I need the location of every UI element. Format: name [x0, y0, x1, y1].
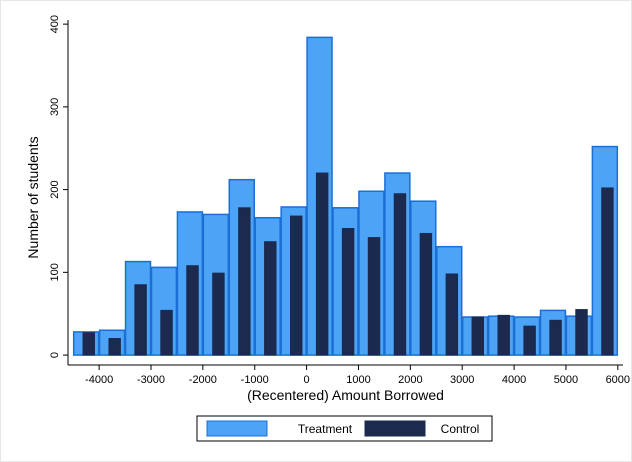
- x-tick-label: 3000: [450, 374, 474, 386]
- x-tick-label: 0: [304, 374, 310, 386]
- control-bar: [549, 319, 562, 356]
- y-tick-label: 300: [49, 98, 61, 116]
- control-bar: [471, 316, 484, 356]
- control-bar: [341, 227, 355, 356]
- y-tick-label: 100: [49, 263, 61, 281]
- control-bar: [82, 332, 95, 356]
- x-tick-label: -2000: [189, 374, 217, 386]
- x-tick-label: 5000: [554, 374, 578, 386]
- legend-swatch-control: [364, 420, 426, 437]
- control-bar: [290, 215, 303, 356]
- control-bar: [601, 187, 614, 356]
- y-tick-label: 0: [49, 352, 61, 358]
- x-tick-label: -1000: [241, 374, 269, 386]
- legend-label-control: Control: [441, 422, 480, 436]
- x-tick-label: 6000: [606, 374, 630, 386]
- legend-swatch-treatment: [206, 420, 268, 437]
- control-bar: [497, 314, 510, 356]
- x-tick-label: -4000: [85, 374, 113, 386]
- y-tick-label: 200: [49, 180, 61, 198]
- control-bar: [315, 172, 329, 356]
- y-axis-ticks: 0 100 200 300 400: [49, 15, 68, 358]
- control-bar: [264, 241, 277, 356]
- x-tick-label: 1000: [346, 374, 370, 386]
- x-axis-title: (Recentered) Amount Borrowed: [247, 387, 444, 403]
- control-bar: [445, 273, 459, 356]
- control-bar: [523, 325, 536, 356]
- control-bars: [82, 172, 614, 356]
- control-bar: [575, 309, 588, 356]
- control-bar: [186, 265, 199, 356]
- control-bar: [212, 272, 225, 356]
- y-tick-label: 400: [49, 15, 61, 33]
- control-bar: [393, 193, 407, 356]
- control-bar: [367, 237, 381, 356]
- x-axis-ticks: -4000 -3000 -2000 -1000 0 1000 2000 3000 4000 500…: [85, 365, 630, 386]
- y-axis-title: Number of students: [25, 136, 41, 258]
- x-tick-label: 2000: [398, 374, 422, 386]
- x-tick-label: 4000: [502, 374, 526, 386]
- control-bar: [419, 232, 433, 356]
- control-bar: [108, 338, 121, 356]
- legend: Treatment Control: [196, 415, 493, 442]
- control-bar: [134, 284, 147, 356]
- legend-label-treatment: Treatment: [298, 422, 353, 436]
- x-tick-label: -3000: [137, 374, 165, 386]
- control-bar: [160, 309, 173, 356]
- control-bar: [238, 207, 251, 356]
